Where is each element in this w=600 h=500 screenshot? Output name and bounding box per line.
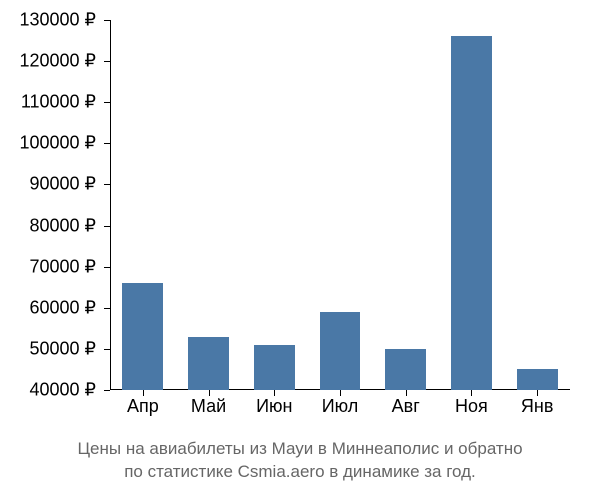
bar <box>188 337 229 390</box>
y-tick-mark <box>104 226 110 227</box>
y-tick-mark <box>104 349 110 350</box>
y-tick-mark <box>104 390 110 391</box>
bar <box>385 349 426 390</box>
y-tick-label: 130000 ₽ <box>19 10 96 31</box>
y-tick-mark <box>104 102 110 103</box>
y-tick-label: 120000 ₽ <box>19 51 96 72</box>
y-tick-mark <box>104 20 110 21</box>
plot-area <box>110 20 570 390</box>
price-chart: 40000 ₽ 50000 ₽ 60000 ₽ 70000 ₽ 80000 ₽ 90000… <box>0 0 600 500</box>
y-tick-label: 100000 ₽ <box>19 133 96 154</box>
y-tick-label: 110000 ₽ <box>21 92 96 113</box>
y-tick-label: 50000 ₽ <box>29 338 96 359</box>
bar <box>517 369 558 390</box>
y-tick-label: 90000 ₽ <box>29 174 96 195</box>
y-tick-mark <box>104 184 110 185</box>
caption-line-1: Цены на авиабилеты из Мауи в Миннеаполис… <box>77 439 522 458</box>
bar <box>254 345 295 390</box>
x-axis: Апр Май Июн Июл Авг Ноя Янв <box>110 396 570 426</box>
y-tick-label: 70000 ₽ <box>29 256 96 277</box>
x-tick-label: Июн <box>256 396 292 417</box>
caption-line-2: по статистике Csmia.aero в динамике за г… <box>124 462 476 481</box>
y-tick-mark <box>104 61 110 62</box>
y-axis: 40000 ₽50000 ₽60000 ₽70000 ₽80000 ₽90000… <box>0 20 110 390</box>
y-axis-line <box>110 20 111 390</box>
bar <box>320 312 361 390</box>
chart-caption: Цены на авиабилеты из Мауи в Миннеаполис… <box>0 438 600 484</box>
x-tick-label: Ноя <box>455 396 488 417</box>
y-tick-label: 40000 ₽ <box>29 380 96 401</box>
x-tick-label: Апр <box>127 396 159 417</box>
bar <box>122 283 163 390</box>
x-tick-label: Янв <box>521 396 554 417</box>
x-tick-label: Авг <box>392 396 420 417</box>
y-tick-label: 60000 ₽ <box>29 297 96 318</box>
y-tick-label: 80000 ₽ <box>29 215 96 236</box>
bar <box>451 36 492 390</box>
y-tick-mark <box>104 267 110 268</box>
x-tick-label: Май <box>191 396 226 417</box>
x-tick-label: Июл <box>322 396 359 417</box>
y-tick-mark <box>104 143 110 144</box>
y-tick-mark <box>104 308 110 309</box>
